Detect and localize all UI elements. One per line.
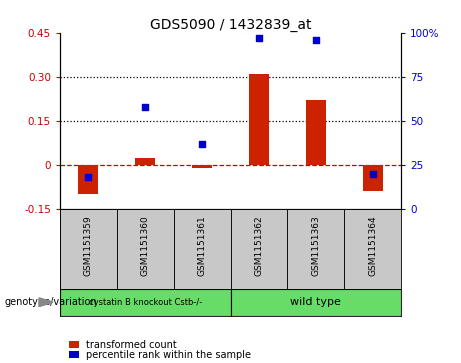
- Bar: [306, 100, 326, 165]
- Bar: [192, 165, 212, 168]
- Bar: [363, 165, 383, 191]
- Bar: [344, 209, 401, 289]
- Bar: [78, 165, 98, 194]
- Text: GSM1151363: GSM1151363: [311, 215, 320, 276]
- Text: transformed count: transformed count: [86, 340, 177, 350]
- Text: genotype/variation: genotype/variation: [5, 297, 97, 307]
- Text: GSM1151360: GSM1151360: [141, 215, 150, 276]
- Point: [255, 35, 263, 41]
- Bar: [117, 209, 174, 289]
- Text: cystatin B knockout Cstb-/-: cystatin B knockout Cstb-/-: [89, 298, 202, 307]
- Text: GSM1151364: GSM1151364: [368, 215, 377, 276]
- Point: [312, 37, 319, 42]
- Title: GDS5090 / 1432839_at: GDS5090 / 1432839_at: [150, 18, 311, 32]
- Bar: [174, 209, 230, 289]
- Point: [369, 171, 376, 176]
- Text: wild type: wild type: [290, 297, 341, 307]
- Polygon shape: [39, 298, 53, 306]
- Bar: [60, 289, 230, 316]
- Text: percentile rank within the sample: percentile rank within the sample: [86, 350, 251, 360]
- Point: [85, 174, 92, 180]
- Bar: [230, 209, 287, 289]
- Point: [198, 141, 206, 147]
- Point: [142, 104, 149, 110]
- Bar: [230, 289, 401, 316]
- Bar: [249, 74, 269, 165]
- Bar: [135, 158, 155, 165]
- Text: GSM1151361: GSM1151361: [198, 215, 207, 276]
- Bar: [287, 209, 344, 289]
- Text: GSM1151359: GSM1151359: [84, 215, 93, 276]
- Text: GSM1151362: GSM1151362: [254, 215, 263, 276]
- Bar: [60, 209, 117, 289]
